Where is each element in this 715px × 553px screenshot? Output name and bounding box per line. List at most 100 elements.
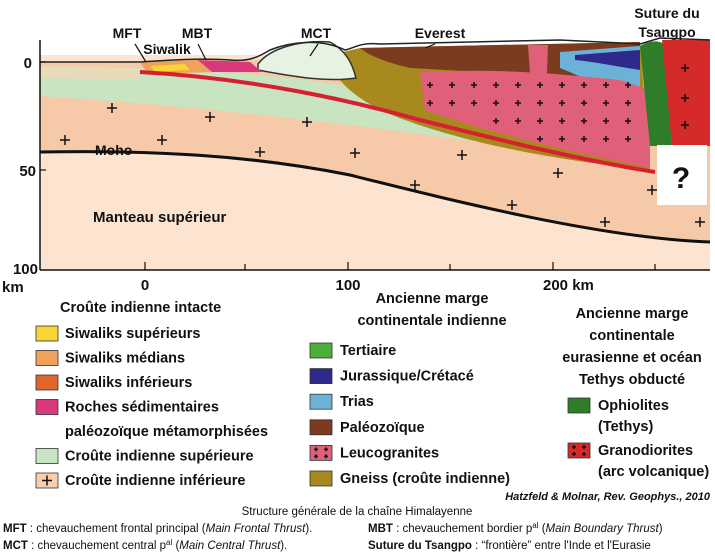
plus-sign <box>603 82 609 88</box>
plus-sign <box>582 452 586 456</box>
footnote-part: al <box>532 521 538 530</box>
depth-label: 50 <box>19 163 36 180</box>
legend-swatch <box>35 350 59 366</box>
plus-sign <box>471 100 477 106</box>
legend-label: Roches sédimentaires <box>65 400 219 416</box>
footnote-part: : chevauchement central p <box>28 540 166 552</box>
moho-line <box>39 150 711 244</box>
plus-sign <box>410 180 420 190</box>
plus-sign <box>625 136 631 142</box>
legend-label: Siwaliks supérieurs <box>65 326 200 342</box>
footnote-part: ( <box>539 523 546 535</box>
legend-swatch <box>567 397 591 414</box>
siwalik-label: Siwalik <box>143 41 191 57</box>
plus-sign <box>681 94 689 102</box>
legend-label: Trias <box>340 394 374 410</box>
legend-label: Croûte indienne inférieure <box>65 473 245 489</box>
footnote-part: Main Boundary Thrust <box>546 523 660 535</box>
legend-swatch <box>35 374 59 391</box>
distance-label: 0 <box>141 277 149 294</box>
legend-swatch <box>35 325 59 342</box>
plus-sign <box>537 100 543 106</box>
mct-sheet <box>257 40 357 81</box>
legend-label: Tertiaire <box>340 343 396 359</box>
leader-lines <box>134 43 436 63</box>
legend-label: Gneiss (croûte indienne) <box>340 471 510 487</box>
plus-sign <box>581 118 587 124</box>
metasediments <box>198 60 262 72</box>
plus-sign <box>205 112 215 122</box>
plus-sign <box>427 100 433 106</box>
plus-sign <box>515 82 521 88</box>
legend-label: paléozoïque métamorphisées <box>65 424 268 440</box>
plus-sign <box>255 147 265 157</box>
plus-sign <box>582 445 586 449</box>
unknown-box <box>657 145 707 205</box>
footnote-part: ). <box>280 540 287 552</box>
siwaliks-upper <box>150 64 190 72</box>
plus-sign <box>600 217 610 227</box>
plus-sign <box>493 118 499 124</box>
moho-label: Moho <box>95 142 132 158</box>
leucogranite-dyke <box>528 45 548 100</box>
distance-label: 200 km <box>543 277 594 294</box>
legend-label: Granodiorites <box>598 443 693 459</box>
legend-swatch <box>309 470 333 487</box>
granodiorites <box>662 40 710 146</box>
jurassic <box>575 50 640 70</box>
plus-sign <box>603 100 609 106</box>
suture-label: Tsangpo <box>638 24 695 40</box>
citation: Hatzfeld & Molnar, Rev. Geophys., 2010 <box>505 491 711 503</box>
legend-title: continentale indienne <box>357 313 506 329</box>
plus-sign <box>515 100 521 106</box>
plus-sign <box>449 100 455 106</box>
surface <box>40 37 711 63</box>
ophiolites <box>640 41 672 146</box>
decollement <box>139 70 656 174</box>
mantle-label: Manteau supérieur <box>93 209 227 226</box>
legend-label: Ophiolites <box>598 398 669 414</box>
legend-title: Tethys obducté <box>579 372 685 388</box>
plus-sign <box>581 136 587 142</box>
footnote: MCT : chevauchement central pal (Main Ce… <box>3 538 287 553</box>
legend-swatch <box>35 399 59 415</box>
unknown-label: ? <box>672 162 690 195</box>
plus-sign <box>157 135 167 145</box>
plus-sign <box>515 118 521 124</box>
axis-ticks <box>40 61 656 270</box>
legend-label: Paléozoïque <box>340 420 425 436</box>
footnotes: MFT : chevauchement frontal principal (M… <box>3 521 663 553</box>
legend-swatch <box>35 448 59 464</box>
footnote-part: MBT <box>368 523 393 535</box>
plus-sign <box>60 135 70 145</box>
depth-unit: km <box>2 279 24 296</box>
legend-swatch <box>567 442 591 459</box>
plus-sign <box>681 121 689 129</box>
legend-label: (Tethys) <box>598 419 653 435</box>
footnote-part: Suture du Tsangpo <box>368 540 472 552</box>
plus-sign <box>581 100 587 106</box>
footnote-part: al <box>166 538 172 547</box>
plus-sign <box>507 200 517 210</box>
legend-label: Leucogranites <box>340 445 439 461</box>
mft-label: MFT <box>113 25 142 41</box>
plus-sign <box>493 100 499 106</box>
plus-sign <box>537 82 543 88</box>
plus-sign <box>350 148 360 158</box>
plus-sign <box>457 150 467 160</box>
legend-title: continentale <box>589 328 674 344</box>
plus-sign <box>625 118 631 124</box>
mct-label: MCT <box>301 25 332 41</box>
footnote-part: : chevauchement frontal principal ( <box>27 523 206 535</box>
legend-swatch <box>309 419 333 436</box>
legend-swatch <box>309 342 333 359</box>
plus-sign <box>553 168 563 178</box>
plus-sign <box>42 475 52 486</box>
legend-swatch <box>309 368 333 385</box>
caption: Structure générale de la chaîne Himalaye… <box>242 506 473 518</box>
plus-sign <box>603 118 609 124</box>
legend-swatch <box>309 444 333 461</box>
distance-label: 100 <box>335 277 360 294</box>
plus-sign <box>572 445 576 449</box>
plus-sign <box>302 117 312 127</box>
